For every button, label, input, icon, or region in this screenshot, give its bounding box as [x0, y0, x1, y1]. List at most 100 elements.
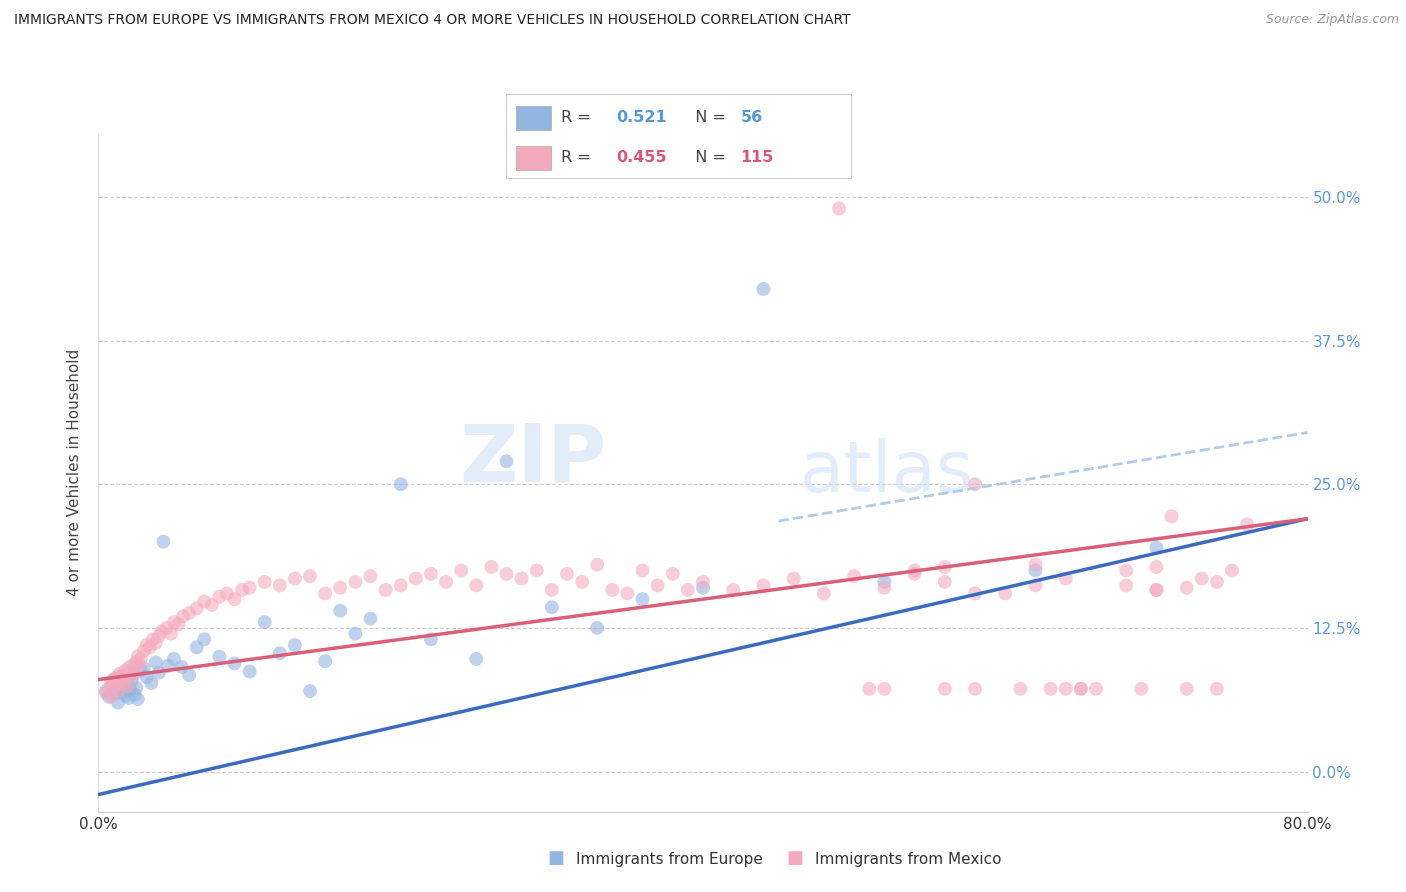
Text: atlas: atlas — [800, 438, 974, 508]
Point — [105, 681, 128, 696]
Point — [1054, 681, 1077, 696]
Point — [299, 684, 322, 698]
Point — [813, 586, 835, 600]
Point — [965, 681, 987, 696]
Point — [329, 581, 352, 595]
Point — [873, 574, 896, 589]
Point — [405, 572, 427, 586]
Point — [148, 665, 170, 680]
Point — [148, 629, 170, 643]
Point — [662, 566, 685, 581]
Point — [904, 566, 927, 581]
Point — [1144, 541, 1167, 555]
Point — [299, 569, 322, 583]
Bar — [516, 106, 551, 130]
Point — [1236, 517, 1258, 532]
Point — [239, 665, 262, 679]
Point — [1115, 563, 1137, 577]
Y-axis label: 4 or more Vehicles in Household: 4 or more Vehicles in Household — [67, 349, 83, 597]
Point — [163, 652, 186, 666]
Text: IMMIGRANTS FROM EUROPE VS IMMIGRANTS FROM MEXICO 4 OR MORE VEHICLES IN HOUSEHOLD: IMMIGRANTS FROM EUROPE VS IMMIGRANTS FRO… — [14, 13, 851, 28]
Point — [752, 282, 775, 296]
Point — [314, 586, 336, 600]
Point — [844, 569, 866, 583]
Point — [495, 566, 517, 581]
Point — [616, 586, 638, 600]
Point — [828, 202, 851, 216]
Point — [120, 682, 142, 697]
Point — [94, 684, 117, 698]
Point — [631, 592, 654, 607]
Point — [215, 586, 238, 600]
Point — [110, 673, 132, 688]
Point — [873, 681, 896, 696]
Point — [208, 590, 231, 604]
Point — [179, 668, 201, 682]
Point — [344, 574, 367, 589]
Point — [135, 670, 157, 684]
Point — [125, 656, 148, 670]
Point — [676, 582, 699, 597]
Point — [723, 582, 745, 597]
Point — [360, 569, 382, 583]
Point — [389, 578, 412, 592]
Point — [389, 477, 412, 491]
Point — [193, 632, 215, 647]
Point — [118, 661, 141, 675]
Point — [129, 652, 152, 666]
Point — [231, 582, 253, 597]
Point — [115, 680, 138, 694]
Point — [965, 477, 987, 491]
Point — [1024, 563, 1046, 577]
Point — [108, 674, 131, 689]
Point — [269, 578, 291, 592]
Text: N =: N = — [685, 150, 731, 165]
Point — [1085, 681, 1108, 696]
Point — [586, 558, 609, 572]
Point — [132, 644, 155, 658]
Point — [142, 632, 165, 647]
Text: 0.521: 0.521 — [616, 110, 666, 125]
Point — [98, 681, 121, 696]
Point — [101, 690, 124, 704]
Point — [1175, 681, 1198, 696]
Bar — [516, 146, 551, 169]
Point — [360, 612, 382, 626]
Point — [934, 574, 956, 589]
Point — [120, 665, 142, 680]
Point — [481, 560, 503, 574]
Point — [1144, 582, 1167, 597]
Point — [1054, 572, 1077, 586]
Point — [155, 621, 177, 635]
Point — [284, 638, 307, 652]
Point — [121, 673, 143, 688]
Point — [172, 609, 194, 624]
Point — [253, 615, 276, 629]
Text: ■: ■ — [786, 849, 803, 867]
Point — [160, 626, 183, 640]
Point — [145, 636, 167, 650]
Point — [465, 578, 488, 592]
Point — [224, 592, 246, 607]
Point — [965, 586, 987, 600]
Point — [124, 688, 146, 702]
Point — [1206, 574, 1229, 589]
Point — [122, 669, 145, 683]
Text: 0.455: 0.455 — [616, 150, 666, 165]
Point — [934, 681, 956, 696]
Point — [1220, 563, 1243, 577]
Point — [1010, 681, 1032, 696]
Point — [692, 581, 714, 595]
Point — [783, 572, 806, 586]
Point — [571, 574, 593, 589]
Text: 115: 115 — [741, 150, 773, 165]
Point — [111, 685, 134, 699]
Point — [139, 640, 162, 655]
Point — [141, 676, 163, 690]
Point — [127, 692, 149, 706]
Point — [121, 658, 143, 673]
Point — [692, 574, 714, 589]
Point — [108, 666, 131, 681]
Point — [118, 690, 141, 705]
Point — [752, 578, 775, 592]
